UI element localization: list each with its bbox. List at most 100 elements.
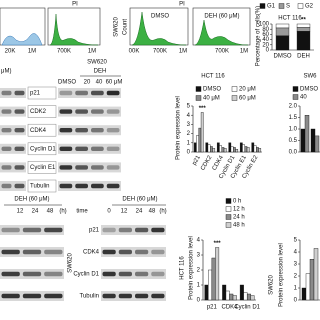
bar <box>314 135 320 153</box>
y-tick-label: 60 <box>262 32 269 38</box>
blot-band <box>91 90 104 96</box>
blot-band <box>1 90 12 96</box>
bar <box>233 147 236 153</box>
blot-band <box>14 109 25 114</box>
y-tick-label: 3 <box>187 122 191 128</box>
bar <box>239 142 243 153</box>
blot-band <box>22 271 42 277</box>
bar <box>221 147 225 153</box>
y-tick-label: 5 <box>294 238 298 244</box>
blot-band <box>1 183 12 189</box>
bar <box>210 146 213 153</box>
blot-band <box>14 146 25 151</box>
chart-title: SW6 <box>303 74 317 80</box>
blot-band <box>135 293 149 299</box>
x-tick-label: 1M <box>240 49 248 55</box>
blot-band <box>118 249 132 255</box>
flow-histogram <box>1 33 43 46</box>
flow-histogram <box>49 13 99 46</box>
protein-label: Cyclin D1 <box>30 146 56 152</box>
blot-band <box>106 128 120 133</box>
blot-strip <box>101 269 166 279</box>
bar <box>244 146 248 153</box>
blot-band <box>1 227 20 233</box>
bar <box>219 145 222 153</box>
chart-title: HCT 116 <box>201 74 225 80</box>
bar <box>198 127 202 153</box>
y-tick-label: 1.0 <box>289 127 298 133</box>
y-tick-label: 1 <box>294 286 298 292</box>
blot-band <box>14 183 25 189</box>
x-tick-label: DMSO <box>274 54 292 60</box>
legend-label: 12 h <box>233 207 245 213</box>
protein-label: CDK2 <box>30 109 47 115</box>
protein-label: Tubulin <box>80 294 99 300</box>
lane-label: 0 <box>107 209 111 215</box>
blot-band <box>1 249 20 255</box>
blot-band <box>106 183 120 189</box>
y-axis-label: Protein expression level <box>176 96 182 160</box>
blot-band <box>106 90 120 96</box>
blot-strip <box>0 125 26 136</box>
blot-strip <box>101 291 166 301</box>
y-axis-label: Percentage of cells(%) <box>256 6 262 66</box>
bar <box>230 146 234 153</box>
y-tick-label: 0.0 <box>289 150 298 156</box>
x-tick-label: DEH <box>297 54 310 60</box>
protein-label: CDK4 <box>30 128 47 134</box>
y-tick-label: 5 <box>187 104 191 110</box>
bar <box>222 284 227 301</box>
row-label: SW620 <box>114 17 120 37</box>
blot-strip <box>58 88 121 98</box>
bar <box>300 128 306 153</box>
annotation: *** <box>214 241 222 247</box>
blot-band <box>1 271 20 277</box>
legend-label: 20 μM <box>239 87 256 93</box>
y-tick-label: 3 <box>294 262 298 268</box>
y-tick-label: 1 <box>197 283 201 289</box>
blot-band <box>135 271 149 277</box>
annotation: ** <box>301 18 306 24</box>
blot-band <box>91 183 104 189</box>
legend-label: 48 h <box>233 223 245 229</box>
legend-swatch <box>225 222 232 228</box>
bar <box>235 149 239 153</box>
blot-band <box>135 249 149 255</box>
y-tick-label: 0 <box>197 298 201 304</box>
bar <box>310 128 316 153</box>
y-tick-label: 2.0 <box>289 104 298 110</box>
blot-strip <box>101 247 166 257</box>
bar <box>196 135 199 153</box>
blot-band <box>91 109 104 114</box>
x-tick-label: CDK4 <box>221 305 238 311</box>
y-tick-label: 1.5 <box>289 115 298 121</box>
lane-label: 48 <box>149 209 156 215</box>
y-tick-label: 4 <box>294 250 298 256</box>
bar <box>296 31 311 51</box>
flow-histogram <box>194 19 249 46</box>
x-tick-label: 700K <box>153 49 167 55</box>
legend-swatch <box>231 86 238 92</box>
blot-band <box>91 146 104 151</box>
blot-band <box>22 293 42 299</box>
y-tick-label: 1 <box>187 140 191 146</box>
label-box <box>27 161 57 174</box>
chart-title: SW620 <box>269 275 275 295</box>
bar <box>200 112 204 153</box>
blot-strip <box>58 106 121 117</box>
blot-strip <box>58 162 121 173</box>
blot-band <box>102 293 116 299</box>
blot-header: DEH (60 μM) <box>122 197 157 203</box>
bar <box>296 27 311 32</box>
blot-band <box>91 128 104 133</box>
blot-header: DEH <box>94 69 107 75</box>
blot-band <box>44 227 63 233</box>
blot-band <box>59 128 73 133</box>
bar <box>242 144 245 153</box>
label-box <box>27 142 57 156</box>
blot-band <box>118 271 132 277</box>
lane-label: 12 <box>17 209 24 215</box>
x-tick-label: 1M <box>28 49 36 55</box>
panel-title: PI <box>179 2 185 8</box>
blot-band <box>1 128 12 133</box>
